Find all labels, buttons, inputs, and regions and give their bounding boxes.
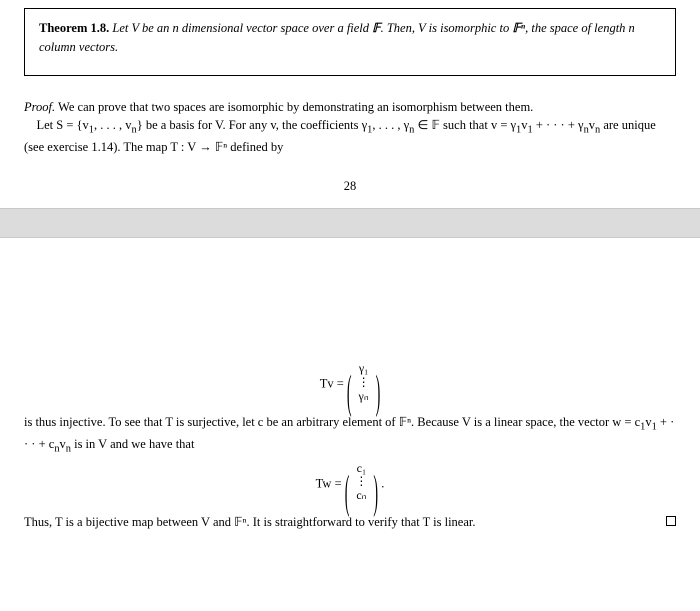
page-gap	[0, 208, 700, 238]
t1: Let S = {v	[37, 118, 89, 132]
proof-line1: We can prove that two spaces are isomorp…	[58, 100, 533, 114]
fn-symbol: 𝔽ⁿ	[512, 21, 525, 35]
t7: + · · · + γ	[533, 118, 584, 132]
eq2-lhs: Tw =	[316, 476, 342, 490]
eq1-col: γ₁⋮γₙ	[352, 362, 376, 403]
eq1-top: γ₁	[359, 361, 369, 375]
equation-tv: Tv = (γ₁⋮γₙ)	[24, 362, 676, 407]
eq2-tail: .	[381, 476, 384, 490]
eq1-bot: γₙ	[359, 389, 369, 403]
theorem-text-1: Let V be an n dimensional vector space o…	[112, 21, 372, 35]
theorem-statement: Let V be an n dimensional vector space o…	[39, 21, 635, 54]
page-container: Theorem 1.8. Let V be an n dimensional v…	[0, 0, 700, 542]
proof-block: Proof. We can prove that two spaces are …	[24, 98, 676, 158]
proof-let: Let S = {v1, . . . , vn} be a basis for …	[24, 118, 656, 154]
m1: is thus injective. To see that T is surj…	[24, 415, 640, 429]
final-text: Thus, T is a bijective map between V and…	[24, 515, 476, 529]
lparen-icon: (	[347, 361, 352, 430]
eq2-top: c₁	[357, 461, 367, 475]
eq1-vector: (γ₁⋮γₙ)	[347, 362, 380, 407]
theorem-box: Theorem 1.8. Let V be an n dimensional v…	[24, 8, 676, 76]
page-number: 28	[24, 179, 676, 194]
final-line: Thus, T is a bijective map between V and…	[24, 513, 676, 532]
eq2-bot: cₙ	[356, 488, 366, 502]
eq2-col: c₁⋮cₙ	[349, 462, 373, 503]
eq1-mid: ⋮	[358, 375, 370, 389]
qed-icon	[666, 516, 676, 526]
eq1-lhs: Tv =	[320, 377, 344, 391]
rparen-icon: )	[376, 361, 381, 430]
t2: , . . . , v	[94, 118, 132, 132]
m5: is in V and we have that	[71, 437, 194, 451]
rparen2-icon: )	[373, 461, 378, 530]
theorem-label: Theorem 1.8.	[39, 21, 109, 35]
lparen2-icon: (	[345, 461, 350, 530]
lower-page-region: Tv = (γ₁⋮γₙ) is thus injective. To see t…	[0, 238, 700, 541]
eq2-vector: (c₁⋮cₙ)	[345, 462, 378, 507]
field-symbol: 𝔽	[372, 21, 380, 35]
equation-tw: Tw = (c₁⋮cₙ) .	[24, 462, 676, 507]
theorem-text-2: . Then, V is isomorphic to	[381, 21, 513, 35]
proof-label: Proof.	[24, 100, 55, 114]
t3: } be a basis for V. For any v, the coeff…	[137, 118, 367, 132]
t5: ∈ 𝔽 such that v = γ	[414, 118, 516, 132]
upper-page-region: Theorem 1.8. Let V be an n dimensional v…	[0, 0, 700, 208]
eq2-mid: ⋮	[355, 474, 367, 488]
t4: , . . . , γ	[372, 118, 409, 132]
